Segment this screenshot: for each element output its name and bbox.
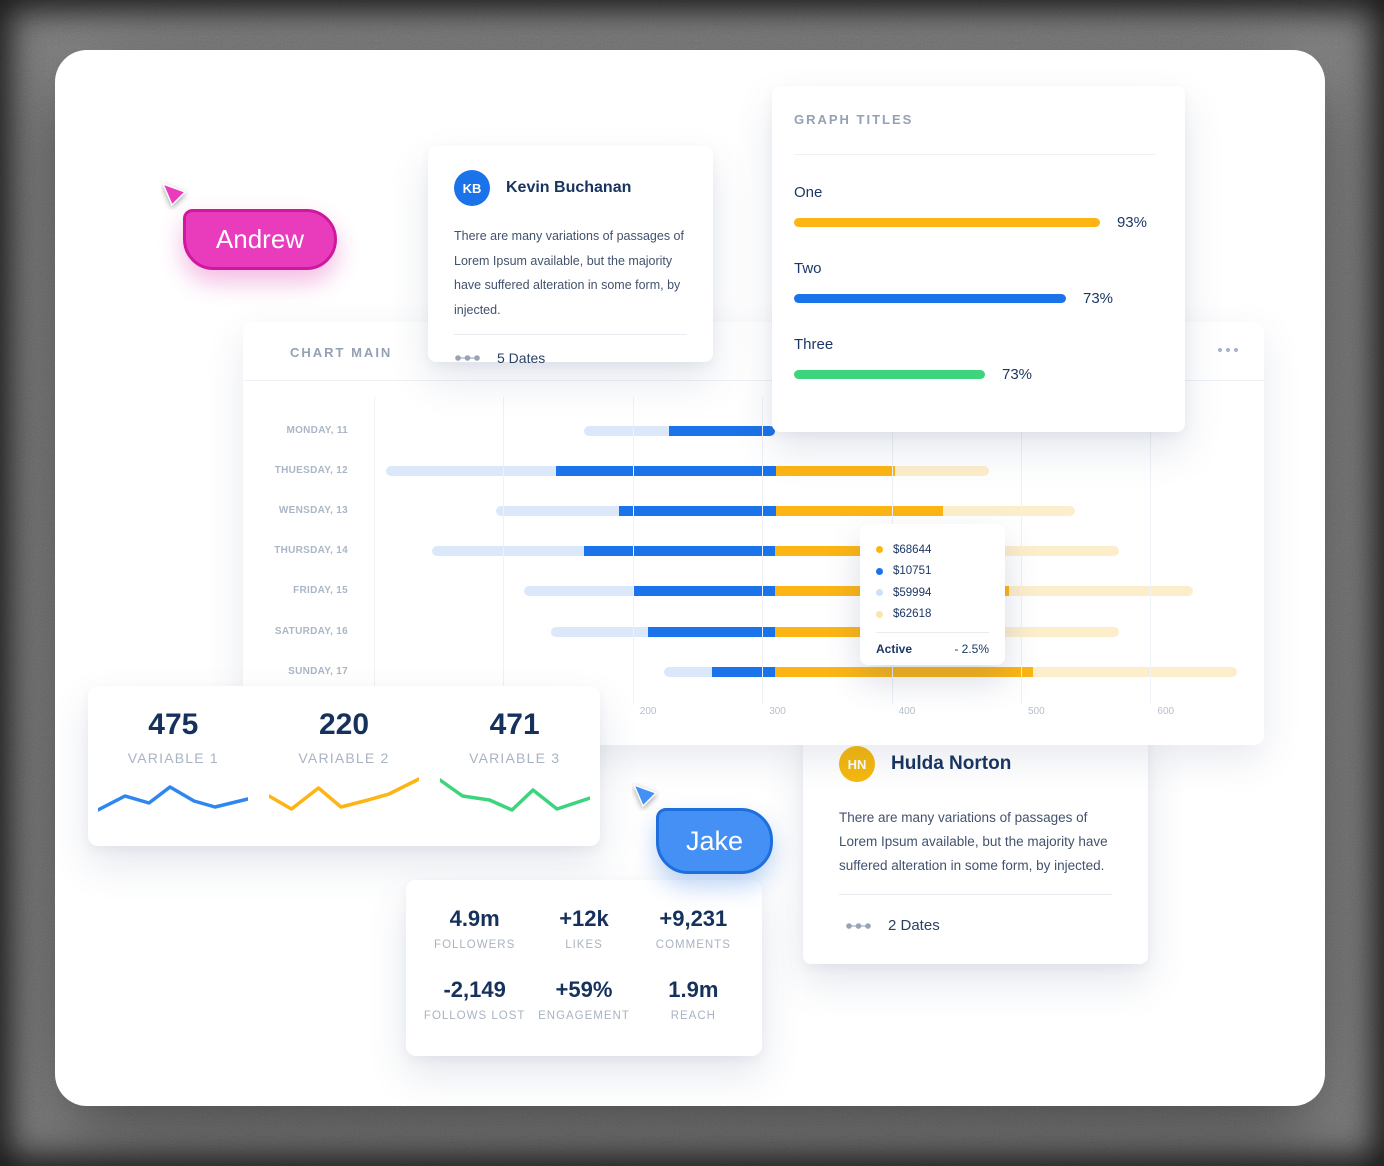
graph-bar-label: Three (794, 336, 834, 353)
user-name: Hulda Norton (891, 753, 1012, 774)
chart-bar[interactable] (495, 506, 1076, 516)
chart-bar[interactable] (583, 426, 776, 436)
gridline (374, 397, 375, 705)
user-note-text: There are many variations of passages of… (839, 810, 1108, 873)
user-note-text: There are many variations of passages of… (454, 229, 684, 317)
dates-chain-icon (455, 355, 480, 361)
stat-label: VARIABLE 2 (298, 750, 390, 766)
user-name: Kevin Buchanan (506, 179, 632, 196)
x-tick-label: 400 (898, 706, 916, 717)
graph-bar (794, 370, 985, 379)
stat-column: 471 VARIABLE 3 (435, 708, 595, 846)
stat-column: 475 VARIABLE 1 (93, 708, 253, 846)
graph-bar-label: One (794, 184, 823, 201)
chart-bar[interactable] (432, 546, 1120, 556)
chart-row-label: THURSDAY, 14 (274, 545, 348, 556)
gridline (503, 397, 505, 705)
graph-bar (794, 294, 1066, 303)
sparkline-chart (96, 785, 251, 812)
gridline (762, 397, 764, 705)
divider (243, 380, 1264, 381)
chart-bar[interactable] (663, 667, 1238, 677)
stat-value: 471 (489, 708, 540, 741)
legend-dot-icon (876, 546, 883, 554)
panel-title: CHART MAIN (290, 345, 393, 360)
legend-dot-icon (876, 567, 883, 575)
stat-value: 4.9m (449, 906, 500, 931)
stat-label: VARIABLE 1 (127, 750, 219, 766)
chart-row-label: MONDAY, 11 (286, 425, 348, 436)
chart-row-label: SATURDAY, 16 (274, 626, 348, 637)
avatar: KB (454, 170, 490, 206)
avatar: HN (839, 746, 875, 782)
stat-label: ENGAGEMENT (538, 1010, 630, 1022)
stat-label: FOLLOWERS (434, 939, 516, 951)
gridline (632, 397, 634, 705)
chart-bar[interactable] (385, 466, 989, 476)
legend-dot-icon (876, 589, 883, 597)
kevin-buchanan-card: KB Kevin Buchanan There are many variati… (428, 146, 713, 366)
stat-value: +12k (559, 906, 609, 931)
graph-bar-percent: 73% (1002, 366, 1033, 383)
andrew-cursor-label: Andrew (183, 209, 337, 270)
stat-column: 220 VARIABLE 2 (264, 708, 424, 846)
dates-chain-icon (846, 922, 871, 929)
panel-title: GRAPH TITLES (794, 112, 914, 127)
divider (839, 894, 1112, 895)
tooltip-footer-label: Active (876, 642, 913, 656)
variables-stats-card: 475 VARIABLE 1 220 VARIABLE 2 471 VARIAB… (88, 686, 600, 846)
gridline (1021, 397, 1022, 705)
x-tick-label: 600 (1157, 706, 1175, 717)
chart-tooltip: $68644 $10751 $59994 $62618 Active - 2.5… (860, 524, 1005, 665)
graph-bar-percent: 73% (1083, 290, 1114, 307)
tooltip-value: $62618 (893, 608, 932, 621)
tooltip-value: $10751 (893, 565, 932, 578)
chart-row-label: FRIDAY, 15 (293, 585, 348, 596)
jake-cursor-label: Jake (656, 808, 773, 874)
gridline (1150, 397, 1152, 705)
divider (454, 334, 687, 335)
tooltip-value: $59994 (893, 586, 932, 599)
x-tick-label: 200 (639, 706, 657, 717)
chart-row-label: WENSDAY, 13 (278, 505, 348, 516)
stat-value: -2,149 (443, 977, 506, 1002)
stat-label: COMMENTS (655, 939, 731, 951)
x-tick-label: 300 (769, 706, 786, 717)
chart-bar[interactable] (551, 627, 1120, 637)
stat-label: LIKES (565, 939, 603, 951)
tooltip-value: $68644 (893, 543, 932, 556)
dates-label: 2 Dates (888, 917, 940, 934)
legend-dot-icon (876, 610, 883, 618)
chart-row-label: SUNDAY, 17 (288, 666, 348, 677)
graph-bar (794, 218, 1100, 227)
chart-row-label: THUESDAY, 12 (274, 465, 348, 476)
stat-label: FOLLOWS LOST (423, 1010, 526, 1022)
sparkline-chart (267, 777, 421, 811)
stat-value: 475 (148, 708, 199, 741)
chart-bar[interactable] (524, 586, 1194, 596)
stat-value: +59% (555, 977, 613, 1002)
stat-value: 220 (318, 708, 370, 741)
stat-label: VARIABLE 3 (469, 750, 561, 766)
tooltip-footer-value: - 2.5% (954, 642, 989, 656)
divider (876, 632, 989, 633)
graph-bar-label: Two (794, 260, 822, 277)
graph-bar-percent: 93% (1116, 214, 1147, 231)
dates-label: 5 Dates (497, 350, 546, 366)
divider (794, 154, 1155, 155)
stat-value: +9,231 (659, 906, 728, 931)
hulda-norton-card: HN Hulda Norton There are many variation… (803, 726, 1148, 964)
stat-label: REACH (670, 1010, 716, 1022)
stat-value: 1.9m (668, 977, 719, 1002)
social-stats-card: 4.9m FOLLOWERS +12k LIKES +9,231 COMMENTS -… (406, 880, 762, 1056)
sparkline-chart (437, 778, 592, 812)
x-tick-label: 500 (1028, 706, 1045, 717)
graph-titles-card: GRAPH TITLES One 93% Two 73% Three 73% (772, 86, 1185, 432)
ellipsis-menu-icon[interactable] (1218, 348, 1238, 352)
